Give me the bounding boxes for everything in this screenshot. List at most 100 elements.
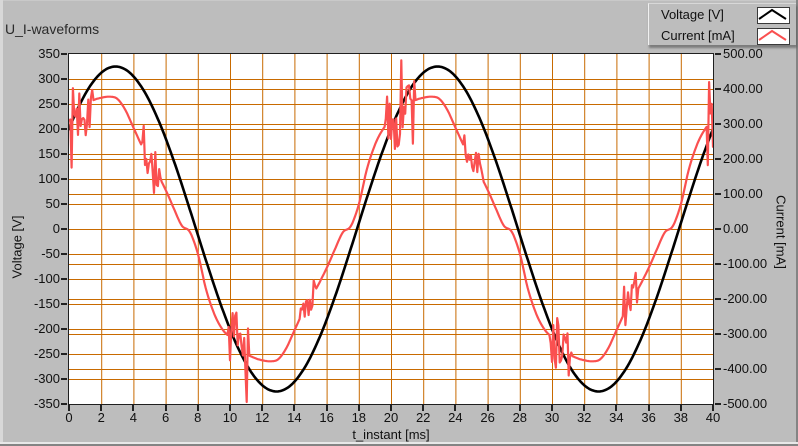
right-axis-tick-mark <box>715 403 721 405</box>
right-axis-tick-mark <box>715 368 721 370</box>
x-axis-tick-label: 32 <box>576 410 592 425</box>
left-axis-tick-label: -200 <box>33 321 60 336</box>
x-axis-tick-mark <box>679 405 682 411</box>
left-axis-tick-label: 150 <box>38 146 60 161</box>
right-axis-tick-mark <box>715 228 721 230</box>
x-axis-tick-label: 4 <box>129 410 137 425</box>
x-axis-tick-mark <box>357 405 360 411</box>
x-axis-tick-mark <box>647 405 650 411</box>
right-axis-tick-label: -400.00 <box>723 361 768 376</box>
left-axis-title: Voltage [V] <box>9 215 25 279</box>
legend-label-current: Current [mA] <box>661 28 735 43</box>
right-axis-tick-label: 0.00 <box>723 221 749 236</box>
x-axis-tick-label: 40 <box>705 410 721 425</box>
left-axis-tick-mark <box>61 303 67 305</box>
x-axis-tick-mark <box>164 405 167 411</box>
x-axis-tick-label: 2 <box>97 410 105 425</box>
right-axis-tick-label: -300.00 <box>723 326 768 341</box>
legend-item-current[interactable]: Current [mA] <box>649 27 796 46</box>
left-axis-tick-label: 50 <box>45 196 60 211</box>
right-axis-tick-label: 300.00 <box>723 116 763 131</box>
left-axis-tick-label: -100 <box>33 271 60 286</box>
left-axis-tick-label: -50 <box>41 246 60 261</box>
x-axis-tick-mark <box>229 405 231 411</box>
x-axis-tick-mark <box>132 405 135 411</box>
left-axis-tick-mark <box>61 78 67 80</box>
left-axis-tick-mark <box>61 378 67 380</box>
x-axis-tick-label: 34 <box>609 410 624 425</box>
x-axis-tick-mark <box>293 405 296 411</box>
legend-label-voltage: Voltage [V] <box>661 7 724 22</box>
x-axis-tick-mark <box>196 405 199 411</box>
left-axis-tick-label: -250 <box>33 346 60 361</box>
left-axis-tick-mark <box>61 353 67 355</box>
right-axis-tick-mark <box>715 123 721 125</box>
x-axis-tick-label: 24 <box>448 410 463 425</box>
left-axis-tick-mark <box>61 128 67 130</box>
x-axis-tick-mark <box>551 405 553 411</box>
right-axis-tick-label: 100.00 <box>723 186 763 201</box>
x-axis-tick-label: 8 <box>194 410 202 425</box>
x-axis-tick-label: 16 <box>319 410 334 425</box>
right-axis-tick-label: -500.00 <box>723 396 768 411</box>
left-axis-tick-mark <box>61 253 67 255</box>
x-axis-tick-mark <box>615 405 618 411</box>
plot-legend: Voltage [V] Current [mA] <box>648 3 796 45</box>
left-axis-tick-mark <box>61 103 67 105</box>
x-axis-tick-mark <box>422 405 425 411</box>
x-axis-tick-mark <box>518 405 521 411</box>
x-axis-tick-mark <box>583 405 586 411</box>
left-axis-tick-mark <box>61 203 67 205</box>
x-axis-tick-mark <box>486 405 489 411</box>
plot-area <box>68 53 714 405</box>
right-axis-tick-mark <box>715 333 721 335</box>
x-axis-tick-label: 26 <box>480 410 495 425</box>
x-axis-tick-label: 12 <box>254 410 270 425</box>
left-axis-tick-mark <box>61 328 67 330</box>
x-axis-tick-mark <box>454 405 457 411</box>
right-axis-tick-mark <box>715 88 721 90</box>
left-axis-tick-label: -150 <box>33 296 60 311</box>
right-axis-tick-mark <box>715 193 721 195</box>
left-axis-tick-label: -300 <box>33 371 60 386</box>
current-line-sample-icon[interactable] <box>757 28 790 45</box>
x-axis-tick-label: 30 <box>544 410 560 425</box>
x-axis-tick-mark <box>68 405 70 411</box>
x-axis-tick-label: 10 <box>222 410 238 425</box>
right-axis-tick-label: 500.00 <box>723 46 763 61</box>
x-axis-tick-mark <box>261 405 264 411</box>
x-axis-tick-mark <box>712 405 714 411</box>
left-axis-tick-label: 100 <box>38 171 60 186</box>
right-axis-tick-mark <box>715 158 721 160</box>
left-axis-tick-mark <box>61 178 67 180</box>
right-axis-tick-mark <box>715 298 721 300</box>
left-axis-tick-label: 250 <box>38 96 60 111</box>
legend-item-voltage[interactable]: Voltage [V] <box>649 6 796 25</box>
x-axis-title: t_instant [ms] <box>352 427 430 442</box>
left-axis-tick-label: 0 <box>52 221 60 236</box>
left-axis-tick-mark <box>61 153 67 155</box>
x-axis-tick-label: 18 <box>351 410 367 425</box>
left-axis-tick-mark <box>61 403 67 405</box>
left-axis-tick-label: 300 <box>38 71 60 86</box>
left-axis-tick-label: 350 <box>38 46 60 61</box>
chart-title: U_I-waveforms <box>5 21 100 37</box>
right-axis-tick-label: -100.00 <box>723 256 768 271</box>
voltage-line-sample-icon[interactable] <box>757 7 790 24</box>
x-axis-tick-label: 0 <box>65 410 73 425</box>
left-axis-tick-mark <box>61 228 67 230</box>
x-axis-tick-label: 38 <box>673 410 689 425</box>
x-axis-tick-mark <box>325 405 328 411</box>
x-axis-tick-mark <box>100 405 103 411</box>
x-axis-tick-label: 20 <box>383 410 399 425</box>
left-axis-tick-label: 200 <box>38 121 60 136</box>
left-axis-tick-label: -350 <box>33 396 60 411</box>
x-axis-tick-label: 14 <box>287 410 302 425</box>
x-axis-tick-label: 28 <box>512 410 528 425</box>
right-axis-tick-label: -200.00 <box>723 291 768 306</box>
right-axis-tick-label: 400.00 <box>723 81 763 96</box>
right-axis-tick-mark <box>715 263 721 265</box>
x-axis-tick-label: 6 <box>161 410 170 425</box>
x-axis-tick-mark <box>390 405 392 411</box>
